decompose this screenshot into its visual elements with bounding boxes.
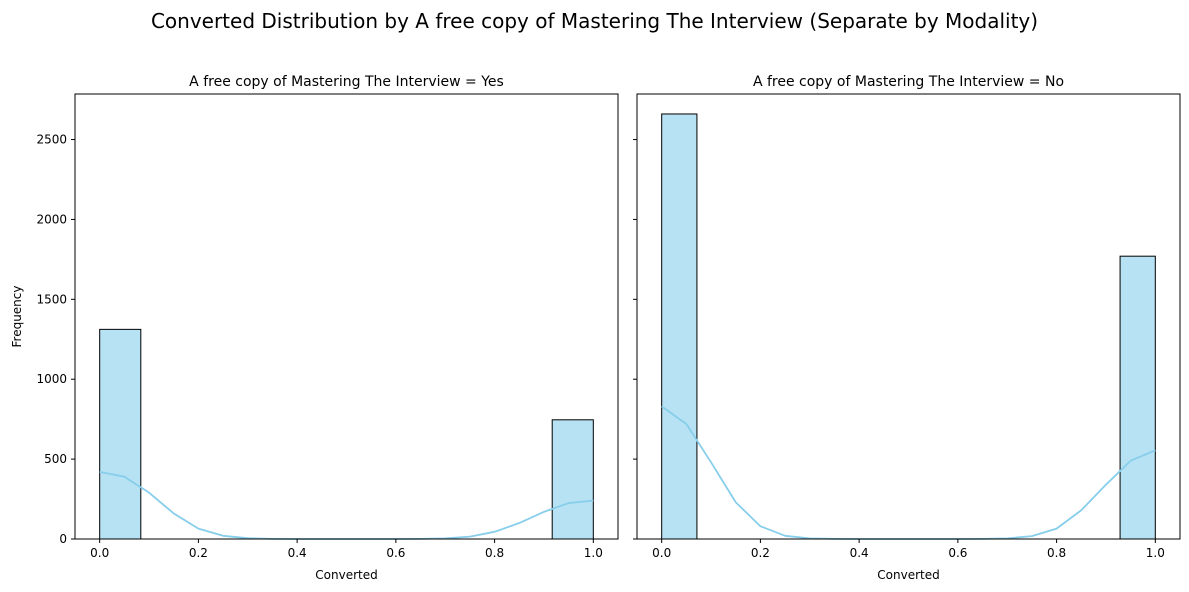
- histogram-bar-1: [661, 113, 698, 540]
- x-tick-label: 0.6: [948, 546, 967, 560]
- kde-line: [99, 471, 594, 540]
- x-tick-label: 0.4: [288, 546, 307, 560]
- subplot-panels: 0.0 0.2 0.4 0.6 0.8 1.0 0 500 1000 1500 2000 2500 A …: [10, 74, 1181, 582]
- y-axis-label: Frequency: [10, 286, 24, 348]
- x-tick-label: 0.4: [850, 546, 869, 560]
- subplot-title: A free copy of Mastering The Interview =…: [189, 74, 504, 90]
- subplot-title: A free copy of Mastering The Interview =…: [753, 74, 1064, 90]
- x-axis-label: Converted: [315, 568, 377, 582]
- histogram-bar-1: [99, 328, 142, 540]
- x-tick-label: 1.0: [584, 546, 603, 560]
- axes-frame: [636, 93, 1181, 540]
- subplot-1: 0.0 0.2 0.4 0.6 0.8 1.0 0 500 1000 1500 2000 2500 A …: [10, 74, 619, 582]
- y-tick-label: 2000: [36, 212, 67, 226]
- x-tick-label: 1.0: [1146, 546, 1165, 560]
- histogram-bar-2: [551, 419, 594, 540]
- x-tick-label: 0.2: [189, 546, 208, 560]
- y-tick-label: 0: [59, 532, 67, 546]
- kde-line: [661, 405, 1156, 540]
- x-tick-label: 0.8: [485, 546, 504, 560]
- x-tick-label: 0.0: [90, 546, 109, 560]
- y-tick-label: 500: [44, 452, 67, 466]
- figure-suptitle: Converted Distribution by A free copy of…: [151, 9, 1038, 33]
- axes-frame: [74, 93, 619, 540]
- histogram-bar-2: [1119, 255, 1156, 540]
- x-axis-label: Converted: [877, 568, 939, 582]
- x-tick-label: 0.8: [1047, 546, 1066, 560]
- x-tick-label: 0.0: [652, 546, 671, 560]
- x-tick-label: 0.2: [751, 546, 770, 560]
- x-tick-label: 0.6: [386, 546, 405, 560]
- subplot-2: 0.0 0.2 0.4 0.6 0.8 1.0 A free copy of Masteri…: [633, 74, 1181, 582]
- y-tick-label: 2500: [36, 133, 67, 147]
- y-tick-label: 1000: [36, 372, 67, 386]
- y-tick-label: 1500: [36, 292, 67, 306]
